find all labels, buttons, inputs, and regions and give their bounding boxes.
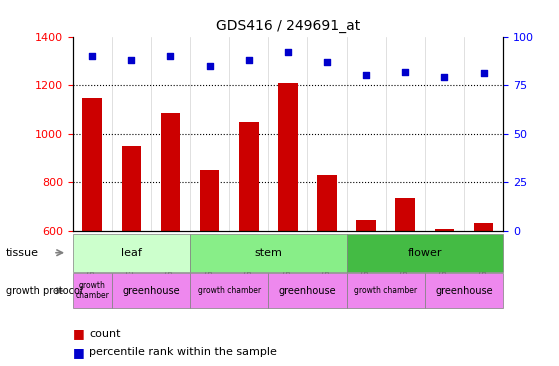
Text: growth
chamber: growth chamber <box>75 281 109 300</box>
Bar <box>161 113 180 231</box>
Point <box>205 63 214 69</box>
Text: greenhouse: greenhouse <box>278 286 337 296</box>
Text: percentile rank within the sample: percentile rank within the sample <box>89 347 277 357</box>
Bar <box>396 198 415 231</box>
Text: stem: stem <box>254 248 282 258</box>
Point <box>479 71 488 76</box>
Bar <box>435 229 454 231</box>
Point <box>244 57 253 63</box>
Text: count: count <box>89 329 121 339</box>
Title: GDS416 / 249691_at: GDS416 / 249691_at <box>216 19 360 33</box>
Bar <box>239 122 258 231</box>
Bar <box>200 171 219 231</box>
Text: greenhouse: greenhouse <box>122 286 180 296</box>
Text: flower: flower <box>408 248 442 258</box>
Bar <box>474 223 494 231</box>
Text: ■: ■ <box>73 346 84 359</box>
Text: greenhouse: greenhouse <box>435 286 493 296</box>
Bar <box>83 98 102 231</box>
Text: growth chamber: growth chamber <box>198 286 260 295</box>
Text: growth chamber: growth chamber <box>354 286 417 295</box>
Text: leaf: leaf <box>121 248 142 258</box>
Point <box>401 68 410 74</box>
Point <box>440 74 449 80</box>
Point <box>362 72 371 78</box>
Text: tissue: tissue <box>6 248 39 258</box>
Bar <box>278 83 298 231</box>
Bar <box>318 175 337 231</box>
Text: ■: ■ <box>73 327 84 340</box>
Point <box>323 59 331 65</box>
Point <box>166 53 175 59</box>
Bar <box>357 220 376 231</box>
Point <box>127 57 136 63</box>
Bar <box>122 146 141 231</box>
Point <box>283 49 292 55</box>
Point <box>88 53 97 59</box>
Text: growth protocol: growth protocol <box>6 286 82 296</box>
